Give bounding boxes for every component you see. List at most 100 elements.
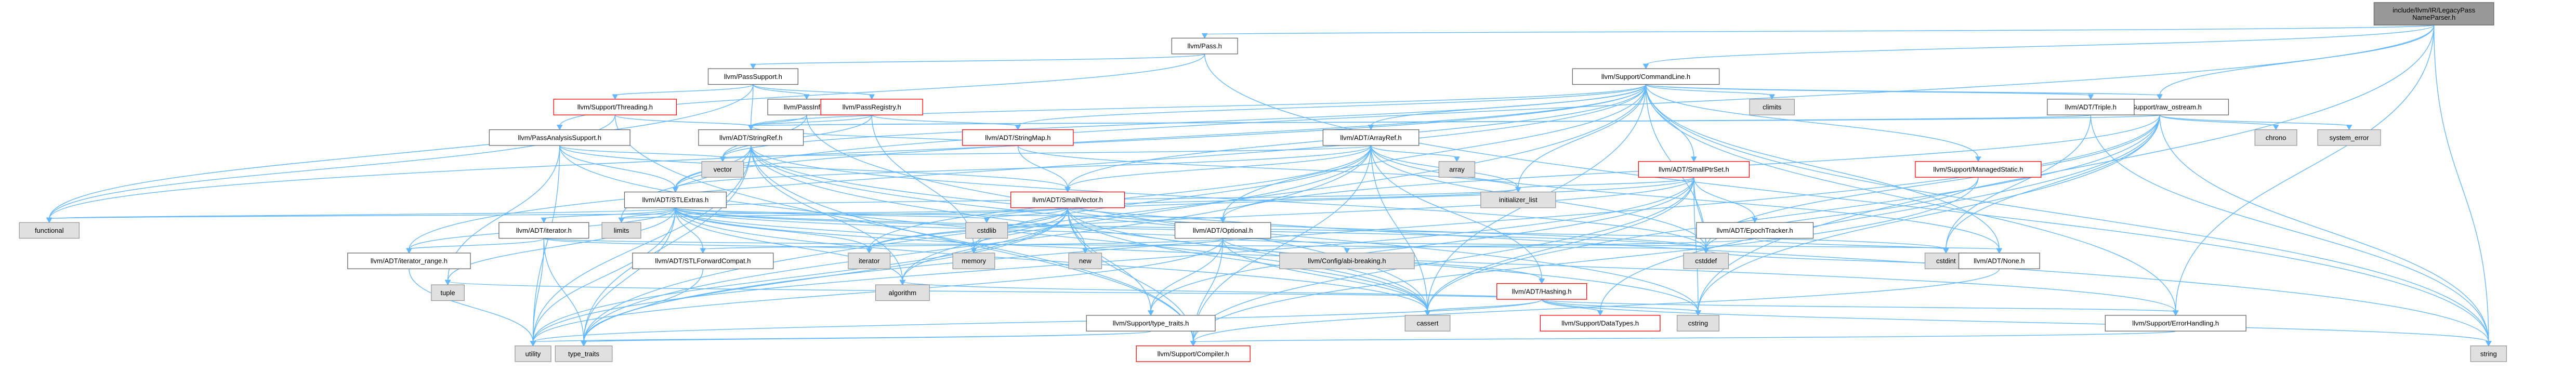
node-box <box>624 191 727 208</box>
edge-arrayref-to-stlextras <box>675 145 1372 189</box>
edge-stlextras-to-utility <box>532 207 676 342</box>
edge-raw_ostream-to-datatypes <box>1599 115 2160 312</box>
node-type_traits: type_traits <box>555 345 613 362</box>
node-hashing[interactable]: llvm/ADT/Hashing.h <box>1496 283 1587 300</box>
node-passanalysis[interactable]: llvm/PassAnalysisSupport.h <box>489 129 630 146</box>
edge-stlextras-to-cassert <box>675 207 1428 312</box>
node-stlextras[interactable]: llvm/ADT/STLExtras.h <box>624 191 727 208</box>
edge-optional-to-type_traits_h <box>1150 238 1224 312</box>
node-stringmap[interactable]: llvm/ADT/StringMap.h <box>962 129 1074 146</box>
node-none[interactable]: llvm/ADT/None.h <box>1958 253 2040 269</box>
node-smallptrset[interactable]: llvm/ADT/SmallPtrSet.h <box>1638 161 1750 178</box>
node-datatypes[interactable]: llvm/Support/DataTypes.h <box>1540 315 1661 332</box>
node-label: llvm/ADT/SmallVector.h <box>1032 196 1103 204</box>
edge-cmdline-to-errorhandling <box>1645 84 2176 312</box>
edge-stlforward-to-type_traits <box>583 269 704 342</box>
edge-root-to-pass <box>1204 24 2435 35</box>
edge-smallptrset-to-cstdlib <box>986 177 1694 219</box>
node-vector: vector <box>701 161 744 178</box>
edge-arrayref-to-array <box>1370 145 1457 158</box>
node-label: llvm/ADT/SmallPtrSet.h <box>1659 165 1729 173</box>
node-pass[interactable]: llvm/Pass.h <box>1171 37 1238 55</box>
node-box <box>1696 222 1814 239</box>
node-box <box>498 222 589 239</box>
edge-smallvector-to-initializer_list <box>1067 188 1519 208</box>
node-passregistry[interactable]: llvm/PassRegistry.h <box>820 99 923 115</box>
node-label: llvm/PassSupport.h <box>724 73 782 81</box>
edge-triple-to-cstdint <box>1946 115 2092 249</box>
node-label: string <box>2480 350 2497 357</box>
node-compiler[interactable]: llvm/Support/Compiler.h <box>1136 345 1251 362</box>
edge-arrowhead <box>46 217 52 223</box>
node-abibreaking: llvm/Config/abi-breaking.h <box>1279 253 1415 269</box>
edge-arrowhead <box>672 187 679 193</box>
node-label: llvm/ADT/iterator.h <box>516 227 572 234</box>
node-box <box>601 222 641 239</box>
node-box <box>1683 253 1729 269</box>
edge-raw_ostream-to-system_error <box>2159 114 2350 127</box>
edge-epochtracker-to-cstdint <box>1754 237 1947 250</box>
edge-cmdline-to-managedstatic <box>1645 84 1979 158</box>
edge-arrowhead <box>612 94 619 100</box>
node-managedstatic[interactable]: llvm/Support/ManagedStatic.h <box>1915 161 2042 178</box>
edge-iterator_range-to-utility <box>409 269 534 342</box>
edge-arrowhead <box>983 217 990 223</box>
edge-optional-to-stlforward <box>702 237 1224 250</box>
node-label: llvm/ADT/STLExtras.h <box>642 196 708 204</box>
edge-passanalysis-to-vector <box>559 145 724 158</box>
edge-smallvector-to-cassert <box>1067 207 1428 312</box>
node-cmdline[interactable]: llvm/Support/CommandLine.h <box>1572 68 1720 85</box>
node-passsupport[interactable]: llvm/PassSupport.h <box>707 68 798 85</box>
node-label: utility <box>525 350 541 357</box>
edge-passanalysis-to-stlextras <box>559 145 676 189</box>
node-label: llvm/Support/raw_ostream.h <box>2118 103 2202 111</box>
node-box <box>347 253 471 269</box>
edge-stringmap-to-initializer_list <box>1017 145 1519 189</box>
edge-optional-to-none <box>1222 237 2000 250</box>
node-errorhandling[interactable]: llvm/Support/ErrorHandling.h <box>2105 315 2246 332</box>
edge-cmdline-to-initializer_list <box>1518 84 1647 189</box>
node-label: llvm/PassAnalysisSupport.h <box>518 134 601 141</box>
node-iterator_range[interactable]: llvm/ADT/iterator_range.h <box>347 253 471 269</box>
node-stringref[interactable]: llvm/ADT/StringRef.h <box>698 129 804 146</box>
edge-iterator_h-to-utility <box>532 238 545 342</box>
node-label: llvm/Pass.h <box>1187 42 1221 50</box>
node-system_error: system_error <box>2317 129 2381 146</box>
node-label: llvm/ADT/StringRef.h <box>719 134 782 141</box>
edge-arrowhead <box>2157 94 2163 100</box>
edge-arrowhead <box>866 248 873 254</box>
edge-stlextras-to-errorhandling <box>675 207 2176 312</box>
node-box <box>1915 161 2042 178</box>
edge-cmdline-to-optional <box>1222 84 1647 219</box>
node-box <box>1438 161 1476 178</box>
node-algorithm: algorithm <box>875 284 930 301</box>
node-optional[interactable]: llvm/ADT/Optional.h <box>1174 222 1271 239</box>
edge-passsupport-to-functional <box>49 84 754 219</box>
node-label: vector <box>714 165 732 173</box>
edge-type_traits_h-to-utility <box>532 330 1151 343</box>
node-arrayref[interactable]: llvm/ADT/ArrayRef.h <box>1322 129 1420 146</box>
edge-managedstatic-to-compiler <box>1192 177 1979 342</box>
edge-hashing-to-cstring <box>1541 299 1699 312</box>
node-threading[interactable]: llvm/Support/Threading.h <box>553 99 677 115</box>
node-iterator_h[interactable]: llvm/ADT/iterator.h <box>498 222 589 239</box>
edge-epochtracker-to-abibreaking <box>1346 237 1755 250</box>
node-stlforward[interactable]: llvm/ADT/STLForwardCompat.h <box>632 253 774 269</box>
node-box <box>1496 283 1587 300</box>
node-limits: limits <box>601 222 641 239</box>
node-label: new <box>1079 257 1092 265</box>
edge-iterator_h-to-type_traits <box>543 238 584 342</box>
node-cstdlib: cstdlib <box>965 222 1008 239</box>
node-label: limits <box>614 227 629 234</box>
node-smallvector[interactable]: llvm/ADT/SmallVector.h <box>1010 191 1125 208</box>
edge-hashing-to-utility <box>532 299 1542 343</box>
edge-smallptrset-to-cstddef <box>1693 177 1706 249</box>
node-type_traits_h[interactable]: llvm/Support/type_traits.h <box>1086 315 1216 332</box>
node-triple[interactable]: llvm/ADT/Triple.h <box>2047 99 2135 115</box>
node-label: cstring <box>1688 320 1708 327</box>
edge-smallptrset-to-iterator <box>869 177 1694 250</box>
node-label: llvm/Support/type_traits.h <box>1113 320 1189 327</box>
node-epochtracker[interactable]: llvm/ADT/EpochTracker.h <box>1696 222 1814 239</box>
edge-arrowhead <box>1454 156 1460 162</box>
